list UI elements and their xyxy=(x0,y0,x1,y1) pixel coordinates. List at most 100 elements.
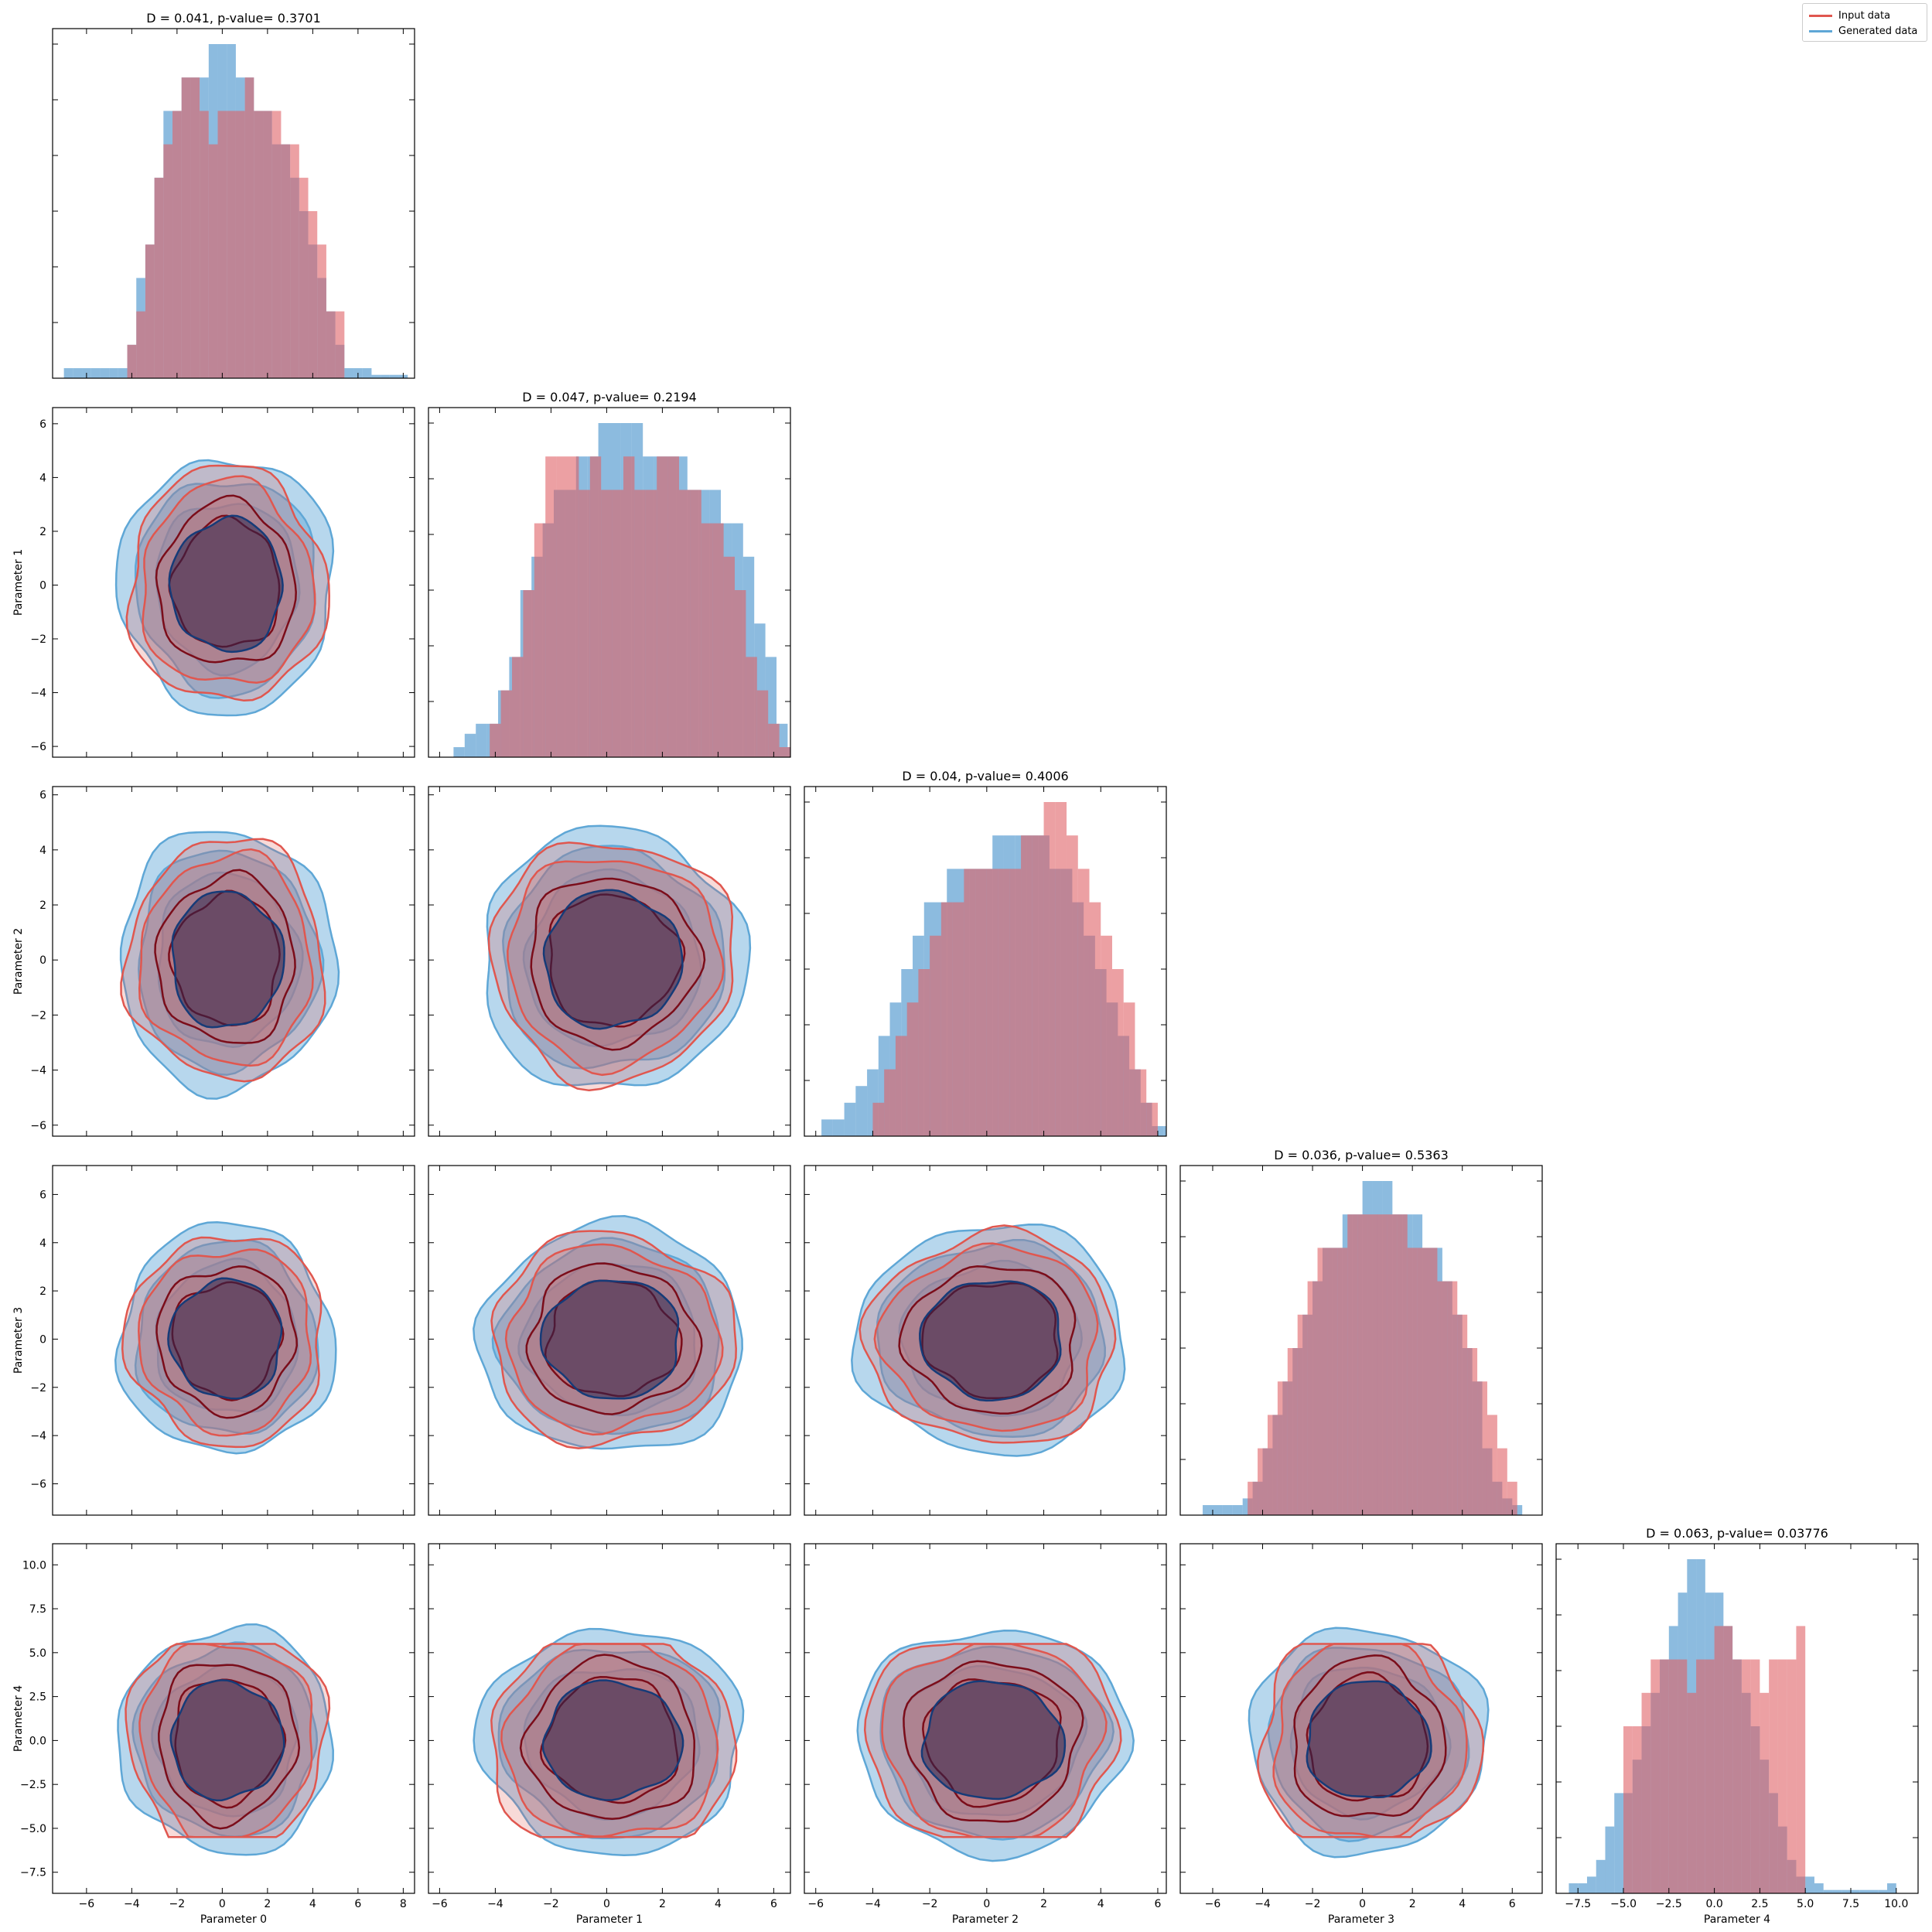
hist-bar-input xyxy=(1248,1481,1258,1515)
hist-bar-generated xyxy=(1887,1883,1896,1893)
x-tick-label: 0.0 xyxy=(1705,1898,1722,1910)
hist-bar-input xyxy=(244,77,254,378)
hist-bar-generated xyxy=(63,368,73,378)
hist-bar-generated xyxy=(1222,1505,1233,1515)
hist-bar-input xyxy=(556,456,568,757)
panel-frame xyxy=(428,786,791,1137)
hist-bar-input xyxy=(906,1002,919,1136)
panel-title: D = 0.036, p-value= 0.5363 xyxy=(1274,1148,1449,1162)
hist-bar-input xyxy=(667,456,679,757)
y-tick-label: −4 xyxy=(30,1430,46,1442)
x-tick-label: −4 xyxy=(487,1898,503,1910)
panel-content xyxy=(851,1223,1126,1457)
x-tick-label: 6 xyxy=(1509,1898,1516,1910)
y-tick-label: 0 xyxy=(39,1333,46,1346)
hist-bar-input xyxy=(217,111,227,378)
x-tick-label: −7.5 xyxy=(1565,1898,1591,1910)
hist-bar-generated xyxy=(1878,1889,1888,1893)
hist-bar-generated xyxy=(832,1119,845,1136)
hist-bar-input xyxy=(154,177,164,378)
x-tick-label: −4 xyxy=(865,1898,881,1910)
y-tick-label: −7.5 xyxy=(20,1867,46,1879)
hist-bar-generated xyxy=(1614,1793,1624,1893)
panel-title: D = 0.04, p-value= 0.4006 xyxy=(902,769,1068,783)
hist-bar-generated xyxy=(799,747,810,757)
hist-bar-input xyxy=(181,77,191,378)
panel-1-1: D = 0.047, p-value= 0.2194 xyxy=(428,390,810,758)
x-tick-label: 6 xyxy=(770,1898,777,1910)
x-tick-label: 2 xyxy=(1409,1898,1416,1910)
x-axis-label: Parameter 4 xyxy=(1704,1913,1770,1926)
hist-bar-generated xyxy=(100,368,110,378)
legend-entry-input: Input data xyxy=(1809,9,1890,22)
panel-frame xyxy=(52,28,415,379)
hist-bar-input xyxy=(895,1036,907,1136)
hist-bar-input xyxy=(1077,869,1090,1136)
hist-bar-input xyxy=(1101,935,1112,1136)
panel-content xyxy=(486,824,752,1092)
hist-bar-input xyxy=(1705,1659,1715,1893)
hist-bar-input xyxy=(145,244,155,378)
panel-content xyxy=(473,1215,743,1450)
hist-bar-generated xyxy=(1212,1505,1223,1515)
hist-bar-input xyxy=(545,456,557,757)
hist-bar-generated xyxy=(90,368,101,378)
hist-bar-input xyxy=(568,456,579,757)
x-axis-label: Parameter 2 xyxy=(952,1913,1019,1926)
x-tick-label: −2 xyxy=(543,1898,559,1910)
hist-bar-input xyxy=(1714,1626,1724,1893)
panel-4-2: −6 −4 −2 0 2 4 6 Parameter 2 xyxy=(804,1543,1167,1926)
hist-bar-input xyxy=(768,723,780,757)
y-tick-label: −2 xyxy=(30,1009,46,1022)
hist-bar-input xyxy=(317,244,326,378)
hist-bar-input xyxy=(1787,1659,1797,1893)
hist-bar-input xyxy=(986,869,998,1136)
panel-content xyxy=(114,1220,337,1455)
hist-bar-input xyxy=(918,969,930,1136)
hist-bar-input xyxy=(1347,1214,1358,1515)
hist-bar-input xyxy=(281,144,291,378)
hist-bar-generated xyxy=(1823,1889,1833,1893)
x-tick-label: 4 xyxy=(1459,1898,1466,1910)
hist-bar-generated xyxy=(109,368,118,378)
contour-core xyxy=(171,890,285,1029)
hist-bar-input xyxy=(701,523,713,757)
hist-bar-input xyxy=(1623,1726,1633,1893)
panel-4-3: −6 −4 −2 0 2 4 6 Parameter 3 xyxy=(1179,1543,1543,1926)
hist-bar-input xyxy=(1750,1659,1760,1893)
hist-bar-generated xyxy=(1568,1883,1579,1893)
hist-bar-input xyxy=(1696,1659,1705,1893)
hist-bar-input xyxy=(512,657,524,757)
hist-bar-input xyxy=(1678,1659,1688,1893)
y-tick-label: 0 xyxy=(39,579,46,592)
x-tick-label: 7.5 xyxy=(1842,1898,1859,1910)
hist-bar-input xyxy=(872,1102,885,1136)
y-tick-label: −6 xyxy=(30,741,46,753)
hist-bar-input xyxy=(634,490,646,757)
x-tick-label: 4 xyxy=(1097,1898,1104,1910)
hist-bar-input xyxy=(172,111,182,378)
panel-content xyxy=(453,423,810,757)
hist-bar-input xyxy=(657,456,668,757)
x-tick-label: 2.5 xyxy=(1751,1898,1768,1910)
hist-bar-input xyxy=(1507,1481,1517,1515)
y-tick-label: 10.0 xyxy=(22,1559,46,1572)
legend-swatch-generated xyxy=(1809,29,1832,32)
x-tick-label: 2 xyxy=(659,1898,666,1910)
x-tick-label: 4 xyxy=(715,1898,722,1910)
panel-frame xyxy=(428,407,791,758)
x-tick-label: 0 xyxy=(603,1898,610,1910)
hist-bar-input xyxy=(1258,1448,1268,1515)
y-tick-label: 4 xyxy=(39,1237,46,1250)
x-tick-label: 5.0 xyxy=(1797,1898,1814,1910)
panel-content xyxy=(1568,1559,1896,1893)
hist-bar-input xyxy=(263,111,272,378)
hist-bar-input xyxy=(290,144,299,378)
panel-frame xyxy=(804,1543,1167,1894)
y-tick-label: −6 xyxy=(30,1120,46,1132)
hist-bar-input xyxy=(1437,1281,1448,1515)
panel-content xyxy=(1203,1181,1523,1515)
hist-bar-input xyxy=(523,590,534,757)
hist-bar-input xyxy=(645,490,657,757)
